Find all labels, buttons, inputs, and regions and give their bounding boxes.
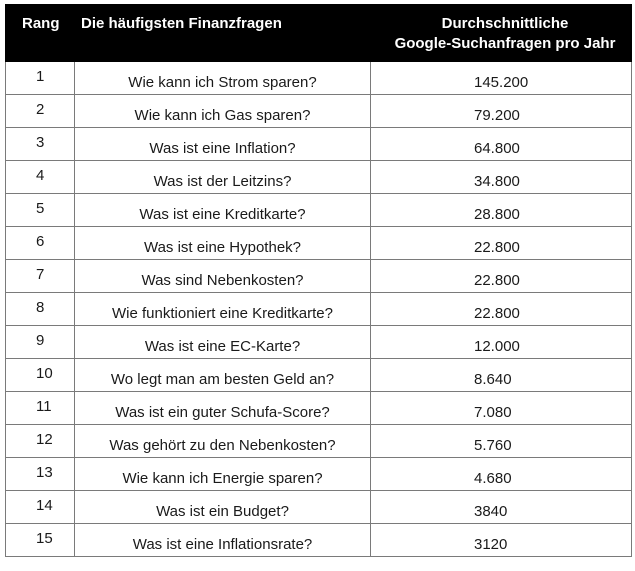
- header-search-count: Durchschnittliche Google-Suchanfragen pr…: [370, 4, 632, 62]
- question-cell: Was ist eine EC-Karte?: [74, 325, 371, 359]
- search-count-cell: 79.200: [370, 94, 632, 128]
- table-row: 5 Was ist eine Kreditkarte? 28.800: [5, 193, 632, 227]
- search-count-cell: 34.800: [370, 160, 632, 194]
- rank-cell: 9: [5, 325, 75, 359]
- search-count-cell: 22.800: [370, 259, 632, 293]
- rank-cell: 11: [5, 391, 75, 425]
- question-cell: Wo legt man am besten Geld an?: [74, 358, 371, 392]
- header-rank: Rang: [5, 4, 75, 62]
- table-row: 4 Was ist der Leitzins? 34.800: [5, 160, 632, 194]
- rank-cell: 3: [5, 127, 75, 161]
- header-question: Die häufigsten Finanzfragen: [74, 4, 371, 62]
- question-cell: Was ist ein Budget?: [74, 490, 371, 524]
- search-count-cell: 22.800: [370, 292, 632, 326]
- header-search-count-line1: Durchschnittliche: [441, 15, 569, 32]
- search-count-cell: 8.640: [370, 358, 632, 392]
- rank-cell: 6: [5, 226, 75, 260]
- rank-cell: 15: [5, 523, 75, 557]
- search-count-cell: 3120: [370, 523, 632, 557]
- rank-cell: 8: [5, 292, 75, 326]
- rank-cell: 7: [5, 259, 75, 293]
- finance-questions-table: Rang Die häufigsten Finanzfragen Durchsc…: [5, 4, 632, 557]
- question-cell: Was ist eine Inflationsrate?: [74, 523, 371, 557]
- rank-cell: 10: [5, 358, 75, 392]
- table-row: 3 Was ist eine Inflation? 64.800: [5, 127, 632, 161]
- table-row: 7 Was sind Nebenkosten? 22.800: [5, 259, 632, 293]
- rank-cell: 2: [5, 94, 75, 128]
- header-row: Rang Die häufigsten Finanzfragen Durchsc…: [5, 4, 632, 62]
- question-cell: Was sind Nebenkosten?: [74, 259, 371, 293]
- table-row: 11 Was ist ein guter Schufa-Score? 7.080: [5, 391, 632, 425]
- table-row: 10 Wo legt man am besten Geld an? 8.640: [5, 358, 632, 392]
- table-row: 9 Was ist eine EC-Karte? 12.000: [5, 325, 632, 359]
- table-body: 1 Wie kann ich Strom sparen? 145.200 2 Wie k…: [5, 61, 632, 557]
- table-row: 12 Was gehört zu den Nebenkosten? 5.760: [5, 424, 632, 458]
- header-search-count-label: Durchschnittliche Google-Suchanfragen pr…: [371, 5, 631, 54]
- search-count-cell: 4.680: [370, 457, 632, 491]
- search-count-cell: 12.000: [370, 325, 632, 359]
- table-row: 13 Wie kann ich Energie sparen? 4.680: [5, 457, 632, 491]
- search-count-cell: 64.800: [370, 127, 632, 161]
- search-count-cell: 5.760: [370, 424, 632, 458]
- rank-cell: 5: [5, 193, 75, 227]
- question-cell: Wie kann ich Energie sparen?: [74, 457, 371, 491]
- table-row: 8 Wie funktioniert eine Kreditkarte? 22.80…: [5, 292, 632, 326]
- table-row: 6 Was ist eine Hypothek? 22.800: [5, 226, 632, 260]
- question-cell: Wie kann ich Strom sparen?: [74, 61, 371, 95]
- search-count-cell: 22.800: [370, 226, 632, 260]
- search-count-cell: 28.800: [370, 193, 632, 227]
- header-rank-label: Rang: [22, 15, 60, 32]
- table-row: 15 Was ist eine Inflationsrate? 3120: [5, 523, 632, 557]
- rank-cell: 14: [5, 490, 75, 524]
- question-cell: Was ist der Leitzins?: [74, 160, 371, 194]
- question-cell: Was ist ein guter Schufa-Score?: [74, 391, 371, 425]
- rank-cell: 1: [5, 61, 75, 95]
- header-search-count-line2: Google-Suchanfragen pro Jahr: [394, 35, 616, 52]
- rank-cell: 4: [5, 160, 75, 194]
- question-cell: Wie funktioniert eine Kreditkarte?: [74, 292, 371, 326]
- table-header: Rang Die häufigsten Finanzfragen Durchsc…: [5, 4, 632, 62]
- question-cell: Wie kann ich Gas sparen?: [74, 94, 371, 128]
- question-cell: Was ist eine Hypothek?: [74, 226, 371, 260]
- table-row: 2 Wie kann ich Gas sparen? 79.200: [5, 94, 632, 128]
- search-count-cell: 3840: [370, 490, 632, 524]
- question-cell: Was ist eine Kreditkarte?: [74, 193, 371, 227]
- table-row: 1 Wie kann ich Strom sparen? 145.200: [5, 61, 632, 95]
- question-cell: Was gehört zu den Nebenkosten?: [74, 424, 371, 458]
- rank-cell: 13: [5, 457, 75, 491]
- question-cell: Was ist eine Inflation?: [74, 127, 371, 161]
- header-question-label: Die häufigsten Finanzfragen: [81, 15, 282, 32]
- search-count-cell: 145.200: [370, 61, 632, 95]
- rank-cell: 12: [5, 424, 75, 458]
- table-row: 14 Was ist ein Budget? 3840: [5, 490, 632, 524]
- search-count-cell: 7.080: [370, 391, 632, 425]
